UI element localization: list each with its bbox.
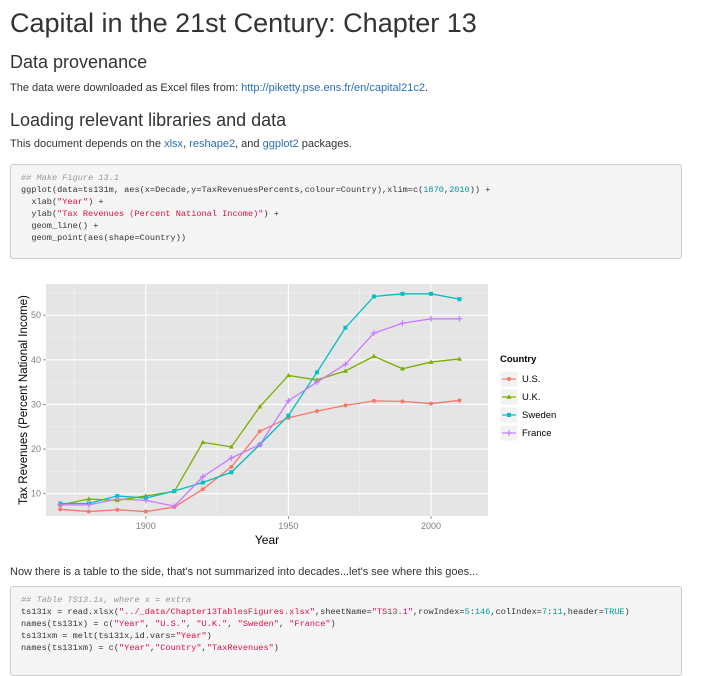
tax-revenue-chart: 10 20 30 40 50 1900 1950 2000 Year Tax Revenues (… [18, 284, 556, 547]
code-line: ggplot(data=ts131m, aes(x=Decade,y=TaxRe… [21, 185, 491, 195]
data-point [285, 398, 292, 404]
provenance-link[interactable]: http://piketty.pse.ens.fr/en/capital21c2 [241, 82, 425, 94]
code-line: geom_point(aes(shape=Country)) [21, 233, 187, 243]
data-point [399, 320, 406, 327]
data-point [285, 372, 291, 378]
legend-label: Sweden [522, 410, 556, 421]
data-point [115, 493, 120, 498]
x-tick-label: 2000 [421, 521, 441, 531]
data-point [286, 413, 291, 418]
data-point [142, 497, 149, 504]
y-tick-label: 10 [31, 489, 41, 499]
y-tick-label: 50 [31, 310, 41, 320]
data-point [314, 370, 319, 375]
provenance-text-body: The data were downloaded as Excel files … [10, 82, 242, 94]
libraries-text: This document depends on the xlsx, resha… [10, 138, 352, 150]
data-point [58, 507, 63, 512]
data-point [456, 315, 463, 322]
code-line: names(ts131xm) = c("Year","Country","Tax… [21, 643, 279, 653]
y-axis-label: Tax Revenues (Percent National Income) [18, 295, 30, 505]
data-point [86, 509, 91, 514]
data-point [371, 330, 377, 336]
data-point [457, 398, 462, 403]
data-point [171, 503, 178, 510]
code-line: names(ts131x) = c("Year", "U.S.", "U.K."… [21, 619, 336, 629]
xlsx-link[interactable]: xlsx [164, 138, 184, 150]
data-point [314, 409, 319, 414]
code-block-figure: ## Make Figure 13.1 ggplot(data=ts131m, … [10, 164, 682, 259]
ggplot2-link[interactable]: ggplot2 [262, 138, 299, 150]
data-point [371, 353, 377, 359]
x-tick-label: 1950 [278, 521, 298, 531]
y-tick-label: 20 [31, 444, 41, 454]
data-point [229, 464, 234, 469]
heading-loading-libraries: Loading relevant libraries and data [10, 110, 287, 130]
data-point [85, 501, 92, 508]
libraries-sep2: , and [235, 138, 263, 150]
libraries-sep1: , [183, 138, 190, 150]
legend-label: U.K. [522, 392, 540, 403]
data-point [199, 473, 206, 480]
data-point [143, 509, 148, 514]
legend-label: U.S. [522, 374, 540, 385]
data-point [314, 379, 320, 386]
data-point [428, 315, 434, 322]
data-point [257, 429, 262, 434]
data-point [115, 507, 120, 512]
plot-panel [46, 284, 488, 516]
data-point [507, 413, 511, 417]
data-point [428, 291, 433, 296]
legend-title: Country [500, 354, 537, 365]
y-tick-label: 40 [31, 355, 41, 365]
data-point [57, 501, 64, 508]
code-line: ts131x = read.xlsx("../_data/Chapter13Ta… [21, 607, 630, 617]
page-title: Capital in the 21st Century: Chapter 13 [10, 8, 477, 38]
data-point [507, 377, 511, 381]
x-tick-label: 1900 [136, 521, 156, 531]
data-point [343, 403, 348, 408]
data-point [371, 398, 376, 403]
heading-data-provenance: Data provenance [10, 52, 148, 72]
code-block-table: ## Table TS13.1x, where x = extra ts131x… [10, 586, 682, 676]
data-point [200, 487, 205, 492]
data-point [371, 294, 376, 299]
libraries-text-suffix: packages. [298, 138, 352, 150]
data-point [200, 480, 205, 485]
data-point [400, 399, 405, 404]
data-point [257, 404, 263, 409]
provenance-text: The data were downloaded as Excel files … [10, 82, 428, 94]
data-point [200, 439, 206, 445]
data-point [228, 455, 235, 461]
code-line: geom_line() + [21, 221, 99, 231]
data-point [172, 489, 177, 493]
reshape2-link[interactable]: reshape2 [189, 138, 236, 150]
libraries-text-prefix: This document depends on the [10, 138, 165, 150]
data-point [457, 356, 462, 361]
data-point [428, 359, 434, 364]
code-line: ylab("Tax Revenues (Percent National Inc… [21, 209, 279, 219]
data-point [86, 496, 92, 501]
between-text: Now there is a table to the side, that's… [10, 566, 479, 578]
data-point [257, 441, 263, 448]
data-point [457, 297, 462, 302]
data-point [229, 470, 234, 475]
data-point [506, 430, 512, 436]
data-point [506, 394, 512, 399]
data-point [114, 496, 121, 502]
provenance-tail: . [424, 82, 429, 94]
x-axis-label: Year [255, 533, 279, 547]
data-point [400, 291, 405, 296]
code-comment: ## Table TS13.1x, where x = extra [21, 595, 192, 605]
data-point [428, 401, 433, 406]
y-tick-label: 30 [31, 399, 41, 409]
data-point [343, 325, 348, 330]
data-point [342, 368, 348, 373]
legend-label: France [522, 428, 552, 439]
code-comment: ## Make Figure 13.1 [21, 173, 119, 183]
code-line: ts131xm = melt(ts131x,id.vars="Year") [21, 631, 212, 641]
data-point [342, 361, 349, 368]
data-point [228, 444, 234, 449]
data-point [400, 366, 405, 371]
code-line: xlab("Year") + [21, 197, 104, 207]
